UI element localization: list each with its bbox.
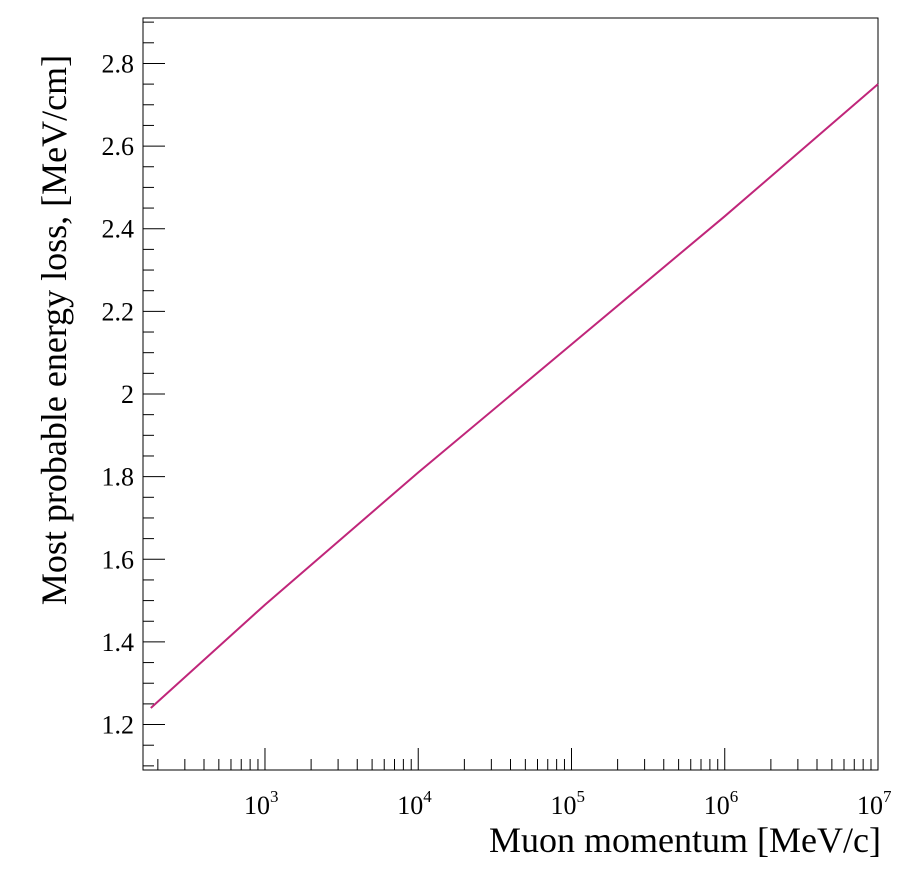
x-axis-title: Muon momentum [MeV/c] (489, 820, 881, 860)
x-tick-label: 103 (244, 787, 279, 820)
x-tick-label: 106 (704, 787, 739, 820)
y-tick-label: 1.6 (102, 545, 135, 574)
y-tick-label: 2.6 (102, 132, 135, 161)
x-tick-labels: 103 104 105 106 107 (244, 787, 892, 820)
y-tick-label: 1.4 (102, 628, 135, 657)
y-axis-title: Most probable energy loss, [MeV/cm] (34, 55, 74, 605)
series-line (150, 83, 879, 709)
y-tick-label: 1.2 (102, 711, 135, 740)
y-tick-label: 2.8 (102, 49, 135, 78)
plot-frame (142, 17, 879, 771)
x-tick-label: 104 (397, 787, 432, 820)
axis-ticks (143, 21, 879, 770)
y-tick-label: 1.8 (102, 463, 135, 492)
y-tick-labels: 1.2 1.4 1.6 1.8 2 2.2 2.4 2.6 2.8 (102, 49, 135, 739)
x-tick-label: 107 (857, 787, 892, 820)
y-tick-label: 2.2 (102, 297, 135, 326)
x-tick-label: 105 (550, 787, 585, 820)
y-tick-label: 2.4 (102, 215, 135, 244)
y-tick-label: 2 (121, 380, 134, 409)
